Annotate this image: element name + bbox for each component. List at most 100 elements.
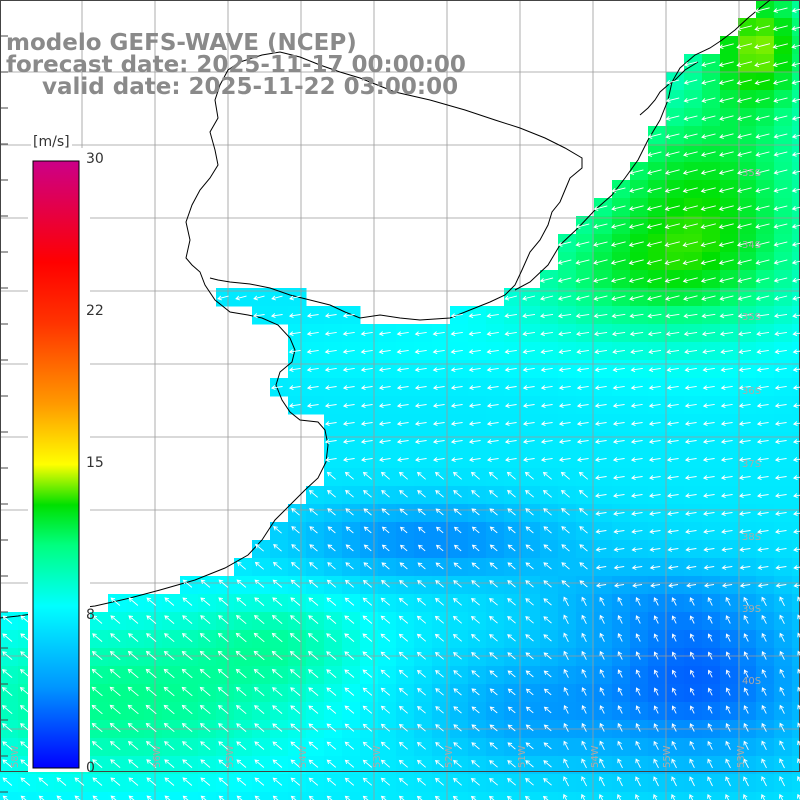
wind-speed-cell bbox=[792, 54, 800, 73]
wind-arrow bbox=[635, 651, 641, 660]
wind-arrow bbox=[761, 596, 767, 607]
title-valid-date: valid date: 2025-11-22 03:00:00 bbox=[42, 74, 459, 100]
wind-arrow bbox=[504, 295, 518, 301]
wind-arrow bbox=[611, 295, 626, 301]
wind-arrow bbox=[217, 650, 229, 661]
wind-arrow bbox=[703, 511, 715, 517]
wind-arrow bbox=[664, 223, 680, 230]
wind-arrow bbox=[290, 615, 301, 625]
wind-arrow bbox=[378, 385, 391, 391]
wind-arrow bbox=[271, 668, 283, 679]
wind-arrow bbox=[308, 489, 318, 498]
wind-arrow bbox=[399, 526, 408, 534]
wind-arrow bbox=[775, 493, 787, 499]
wind-arrow bbox=[707, 669, 713, 678]
wind-arrow bbox=[739, 583, 751, 588]
wind-arrow bbox=[523, 457, 535, 463]
wind-speed-cell bbox=[792, 90, 800, 109]
wind-arrow bbox=[308, 705, 319, 714]
wind-arrow bbox=[504, 421, 517, 427]
wind-arrow bbox=[2, 723, 13, 732]
wind-arrow bbox=[576, 421, 589, 427]
wind-arrow bbox=[665, 115, 680, 121]
wind-arrow bbox=[736, 223, 752, 229]
wind-arrow bbox=[667, 547, 679, 552]
wind-arrow bbox=[610, 277, 626, 283]
wind-speed-cell bbox=[792, 414, 800, 433]
wind-arrow bbox=[378, 403, 391, 409]
wind-arrow bbox=[653, 740, 659, 750]
wind-arrow bbox=[612, 439, 625, 445]
latitude-label: 34S bbox=[742, 240, 761, 251]
wind-arrow bbox=[199, 633, 211, 643]
wind-arrow bbox=[235, 615, 247, 625]
wind-arrow bbox=[74, 777, 85, 786]
wind-arrow bbox=[595, 475, 607, 481]
wind-arrow bbox=[398, 633, 409, 642]
wind-arrow bbox=[792, 349, 800, 355]
wind-arrow bbox=[235, 668, 247, 679]
wind-arrow bbox=[736, 205, 752, 211]
wind-arrow bbox=[575, 259, 590, 265]
wind-arrow bbox=[612, 421, 625, 427]
wind-arrow bbox=[671, 740, 677, 750]
wind-arrow bbox=[486, 439, 499, 445]
wind-arrow bbox=[396, 385, 409, 391]
wind-arrow bbox=[435, 544, 444, 552]
wind-arrow bbox=[779, 596, 785, 607]
wind-arrow bbox=[648, 349, 662, 355]
wind-arrow bbox=[254, 705, 265, 714]
wind-arrow bbox=[524, 471, 534, 480]
wind-arrow bbox=[755, 169, 770, 175]
wind-speed-cell bbox=[774, 792, 793, 800]
wind-arrow bbox=[755, 241, 770, 247]
wind-arrow bbox=[2, 777, 13, 786]
wind-arrow bbox=[579, 562, 588, 570]
wind-arrow bbox=[345, 508, 354, 516]
wind-arrow bbox=[666, 475, 679, 481]
wind-arrow bbox=[182, 615, 193, 624]
wind-arrow bbox=[635, 615, 641, 624]
wind-arrow bbox=[631, 529, 643, 535]
wind-arrow bbox=[288, 349, 301, 355]
wind-arrow bbox=[754, 25, 771, 32]
wind-arrow bbox=[235, 632, 247, 643]
wind-arrow bbox=[218, 723, 229, 733]
wind-arrow bbox=[737, 133, 752, 139]
wind-arrow bbox=[738, 367, 751, 373]
wind-arrow bbox=[761, 614, 767, 624]
wind-arrow bbox=[791, 187, 800, 193]
wind-arrow bbox=[92, 759, 103, 768]
wind-arrow bbox=[774, 439, 787, 445]
wind-arrow bbox=[128, 597, 139, 606]
wind-arrow bbox=[667, 529, 679, 535]
wind-speed-cell bbox=[252, 792, 271, 800]
wind-arrow bbox=[689, 651, 695, 660]
wind-arrow bbox=[700, 187, 716, 194]
wind-arrow bbox=[127, 722, 139, 733]
wind-arrows bbox=[1, 7, 800, 800]
wind-speed-cell bbox=[792, 360, 800, 379]
wind-arrow bbox=[362, 669, 373, 678]
wind-arrow bbox=[487, 457, 499, 463]
wind-arrow bbox=[792, 439, 800, 445]
wind-arrow bbox=[665, 97, 680, 103]
wind-arrow bbox=[599, 758, 605, 769]
wind-arrow bbox=[236, 561, 247, 570]
wind-speed-cell bbox=[576, 792, 595, 800]
wind-speed-cell bbox=[270, 792, 289, 800]
wind-arrow bbox=[581, 722, 587, 732]
wind-arrow bbox=[182, 741, 193, 750]
wind-arrow bbox=[775, 583, 787, 588]
wind-arrow bbox=[380, 615, 391, 624]
wind-arrow bbox=[682, 277, 698, 284]
wind-arrow bbox=[289, 632, 301, 643]
wind-arrow bbox=[756, 421, 769, 427]
wind-arrow bbox=[145, 686, 157, 697]
wind-arrow bbox=[738, 403, 751, 409]
wind-arrow bbox=[612, 403, 625, 409]
wind-arrow bbox=[435, 490, 444, 498]
wind-arrow bbox=[91, 741, 103, 751]
wind-arrow bbox=[471, 760, 480, 768]
